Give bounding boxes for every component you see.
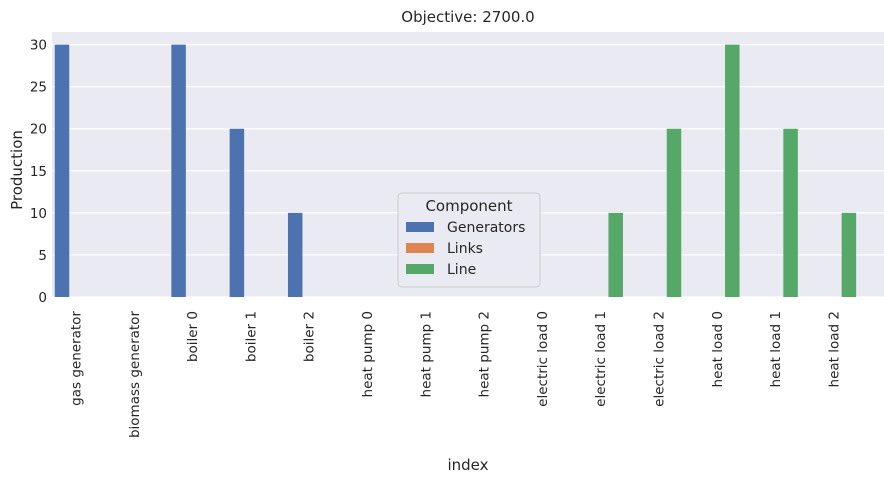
legend-label: Links bbox=[447, 241, 483, 257]
x-tick-label: gas generator bbox=[69, 311, 85, 406]
bar bbox=[171, 44, 186, 297]
y-tick-label: 5 bbox=[38, 248, 47, 264]
x-tick-label: electric load 1 bbox=[593, 311, 609, 407]
legend-entries: Generators Links Line bbox=[406, 220, 525, 278]
x-tick-label: heat load 2 bbox=[826, 311, 842, 387]
bars bbox=[54, 44, 857, 297]
x-tick-label: heat pump 0 bbox=[360, 311, 376, 397]
y-axis-label: Production bbox=[8, 130, 26, 210]
legend-label: Line bbox=[447, 262, 476, 278]
y-tick-label: 25 bbox=[30, 80, 47, 96]
bar bbox=[841, 212, 857, 297]
legend-title: Component bbox=[425, 197, 512, 215]
y-tick-label: 20 bbox=[30, 122, 47, 138]
bar bbox=[229, 128, 245, 297]
y-tick-label: 15 bbox=[30, 164, 47, 180]
y-tick-label: 30 bbox=[30, 38, 47, 54]
x-tick-label: boiler 2 bbox=[302, 311, 318, 362]
legend-swatch bbox=[406, 243, 434, 253]
chart-title: Objective: 2700.0 bbox=[401, 8, 534, 26]
legend: Component Generators Links Line bbox=[397, 192, 541, 288]
legend-swatch bbox=[406, 222, 434, 232]
x-tick-label: biomass generator bbox=[127, 311, 143, 438]
legend-label: Generators bbox=[447, 220, 525, 236]
x-tick-label: heat load 1 bbox=[768, 311, 784, 387]
bar bbox=[725, 44, 740, 297]
x-tick-label: electric load 2 bbox=[652, 311, 668, 407]
x-tick-label: boiler 1 bbox=[243, 311, 259, 362]
x-axis-label: index bbox=[447, 456, 488, 474]
x-tick-label: heat pump 1 bbox=[418, 311, 434, 397]
legend-box bbox=[397, 192, 541, 288]
legend-swatch bbox=[406, 264, 434, 274]
y-tick-label: 0 bbox=[38, 290, 47, 306]
x-tick-label: boiler 0 bbox=[185, 311, 201, 362]
bar bbox=[783, 128, 798, 297]
x-tick-labels: gas generator biomass generator boiler 0 bo… bbox=[69, 311, 843, 438]
x-tick-label: heat pump 2 bbox=[477, 311, 493, 397]
x-tick-label: electric load 0 bbox=[535, 311, 551, 407]
bar bbox=[608, 212, 623, 297]
x-tick-label: heat load 0 bbox=[710, 311, 726, 387]
bar bbox=[54, 44, 70, 297]
bar bbox=[287, 212, 303, 297]
y-tick-label: 10 bbox=[30, 206, 47, 222]
bar bbox=[666, 128, 682, 297]
y-tick-labels: 0 5 10 15 20 25 30 bbox=[30, 38, 47, 306]
